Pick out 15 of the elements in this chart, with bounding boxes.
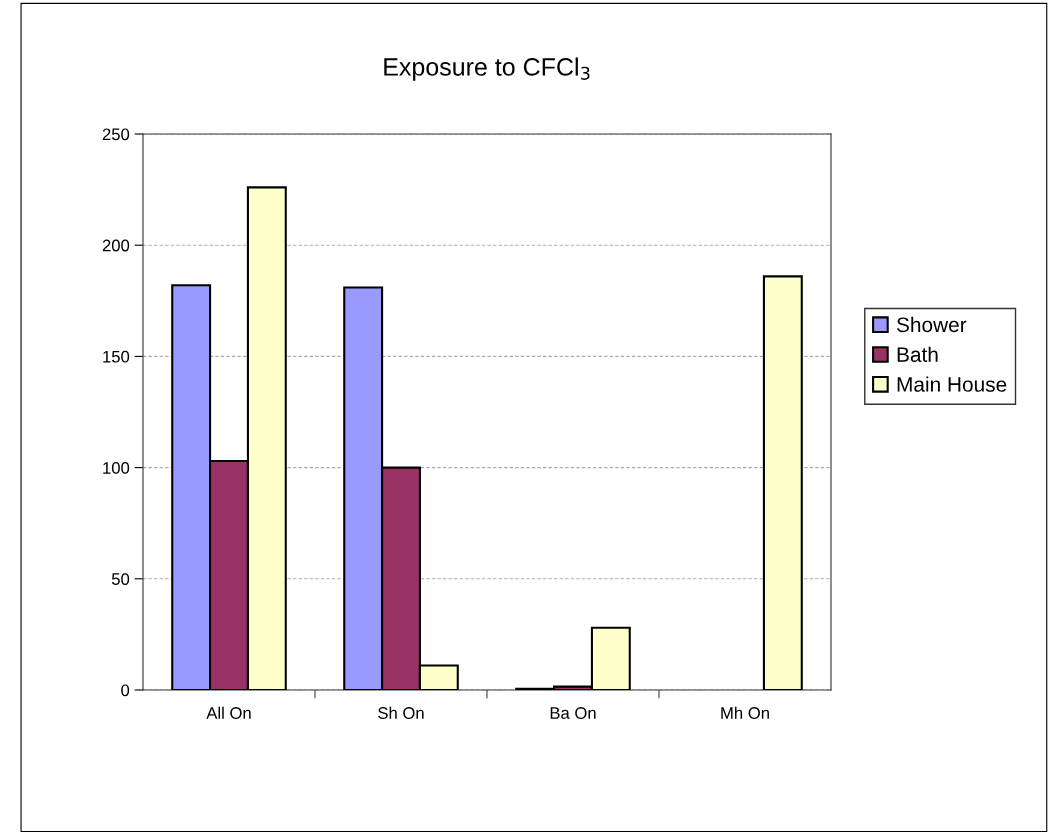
x-tick-label: Mh On [721,706,769,719]
chart-title: Exposure to CFCl$_{3}$ [384,57,590,81]
y-tick-label: 0 [121,684,130,697]
legend-label: Bath [897,346,938,362]
x-tick-label: All On [206,706,251,719]
y-tick-label: 150 [103,350,130,363]
bar [762,275,803,690]
y-tick-label: 100 [103,462,130,474]
legend-label: Shower [896,316,967,333]
y-tick-label: 50 [111,573,130,585]
legend-label: Main House [897,376,1007,392]
x-tick-label: Ba On [550,707,596,719]
y-tick-label: 250 [102,128,130,141]
y-tick-label: 200 [102,239,130,252]
x-tick-label: Sh On [378,706,424,719]
